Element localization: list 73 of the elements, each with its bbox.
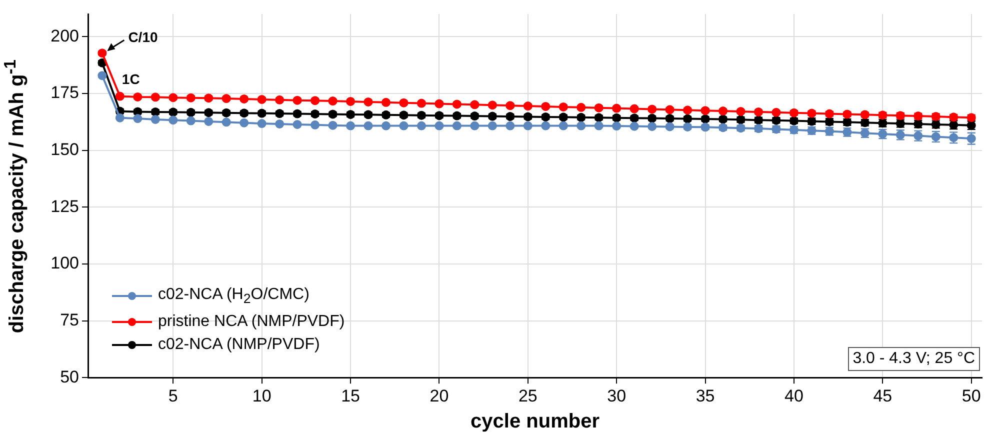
point <box>364 121 373 130</box>
y-tick-label: 125 <box>50 196 79 216</box>
point <box>328 96 338 106</box>
y-tick-label: 150 <box>50 140 79 160</box>
point <box>98 71 107 80</box>
point <box>133 114 142 124</box>
point <box>346 121 356 130</box>
point <box>718 106 728 116</box>
point <box>594 121 604 130</box>
point <box>541 121 550 130</box>
point <box>150 114 160 124</box>
y-tick-label: 50 <box>60 367 79 386</box>
point <box>506 101 515 110</box>
point <box>558 121 568 130</box>
x-tick-label: 30 <box>607 386 626 406</box>
x-tick-label: 25 <box>518 386 538 406</box>
point <box>700 106 710 116</box>
annotation: C/10 <box>128 28 158 45</box>
point <box>541 102 550 111</box>
point <box>434 121 444 130</box>
point <box>736 106 746 116</box>
point <box>630 122 639 131</box>
point <box>399 121 408 130</box>
point <box>754 107 763 116</box>
point <box>612 122 622 131</box>
x-tick-label: 45 <box>873 386 892 406</box>
point <box>346 96 356 106</box>
point <box>222 94 231 104</box>
point <box>488 121 497 130</box>
point <box>257 94 266 104</box>
x-axis-title: cycle number <box>470 410 600 433</box>
point <box>204 94 214 103</box>
legend-label: c02-NCA (NMP/PVDF) <box>158 335 320 355</box>
point <box>470 121 480 130</box>
x-tick-label: 10 <box>252 386 272 406</box>
annotation: 1C <box>122 71 140 88</box>
x-tick-label: 35 <box>696 386 715 406</box>
point <box>186 116 196 126</box>
point <box>310 120 320 130</box>
point <box>275 119 284 128</box>
y-tick-label: 200 <box>50 26 79 46</box>
x-tick-label: 5 <box>168 386 178 406</box>
point <box>204 116 214 126</box>
point <box>328 120 338 130</box>
point <box>558 102 568 112</box>
point <box>648 122 657 131</box>
x-tick-label: 15 <box>341 386 360 406</box>
point <box>310 96 320 106</box>
y-tick-label: 75 <box>60 310 79 330</box>
y-tick-label: 175 <box>50 83 79 102</box>
y-tick-label: 100 <box>50 254 79 273</box>
point <box>452 121 462 130</box>
point <box>240 94 249 104</box>
point <box>523 102 532 111</box>
point <box>292 120 302 129</box>
point <box>257 119 266 128</box>
x-tick-label: 40 <box>784 386 804 406</box>
point <box>222 118 231 127</box>
point <box>523 121 532 130</box>
x-tick-label: 50 <box>962 386 981 406</box>
point <box>576 121 586 130</box>
point <box>382 121 390 130</box>
point <box>364 97 373 106</box>
annotation: 3.0 - 4.3 V; 25 °C <box>848 347 980 371</box>
legend-label: c02-NCA (H$_{2}$O/CMC) <box>158 284 310 308</box>
legend-label: pristine NCA (NMP/PVDF) <box>158 312 345 332</box>
point <box>168 116 178 125</box>
point <box>240 118 249 128</box>
x-tick-label: 20 <box>430 386 449 406</box>
point <box>506 121 515 130</box>
point <box>133 92 142 102</box>
point <box>115 113 124 122</box>
point <box>416 121 426 130</box>
